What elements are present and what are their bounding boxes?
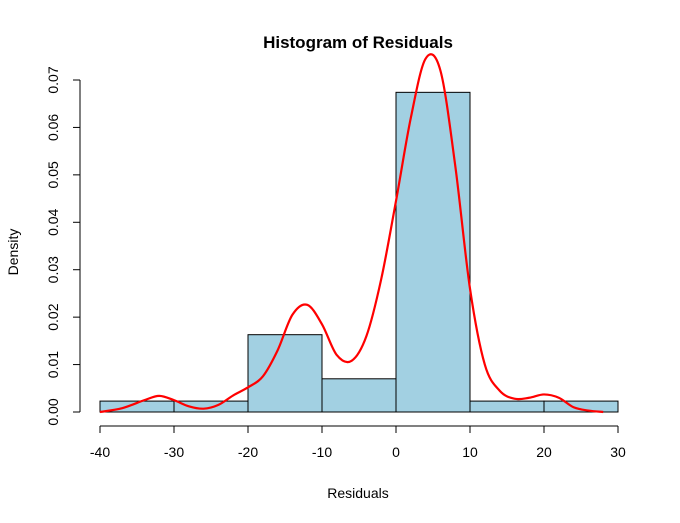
- y-tick-label: 0.07: [45, 66, 61, 93]
- histogram-bar-4: [395, 91, 471, 413]
- x-tick-label: -20: [238, 444, 258, 460]
- density-curve: [99, 53, 604, 414]
- histogram-bar-5: [469, 400, 545, 413]
- histogram-bars: [99, 91, 619, 413]
- y-tick-label: 0.06: [45, 114, 61, 141]
- histogram-bar-2: [247, 334, 323, 413]
- histogram-bar-3: [321, 378, 397, 413]
- x-tick-label: 0: [392, 444, 400, 460]
- chart-title: Histogram of Residuals: [263, 33, 453, 52]
- x-tick-label: -10: [312, 444, 332, 460]
- y-tick-label: 0.02: [45, 303, 61, 330]
- x-axis-label: Residuals: [327, 485, 388, 501]
- y-tick-label: 0.03: [45, 256, 61, 283]
- y-tick-label: 0.05: [45, 161, 61, 188]
- x-tick-label: -40: [90, 444, 110, 460]
- y-axis: 0.00 0.01 0.02 0.03 0.04 0.05 0.06 0.07: [45, 66, 81, 426]
- histogram-bar-6: [543, 400, 619, 413]
- y-tick-label: 0.04: [45, 208, 61, 235]
- x-tick-label: 30: [610, 444, 626, 460]
- x-tick-label: -30: [164, 444, 184, 460]
- x-tick-label: 10: [462, 444, 478, 460]
- y-tick-label: 0.01: [45, 351, 61, 378]
- y-axis-label: Density: [5, 229, 21, 276]
- y-tick-label: 0.00: [45, 398, 61, 425]
- x-tick-label: 20: [536, 444, 552, 460]
- x-axis: -40 -30 -20 -10 0 10 20 30: [90, 425, 626, 460]
